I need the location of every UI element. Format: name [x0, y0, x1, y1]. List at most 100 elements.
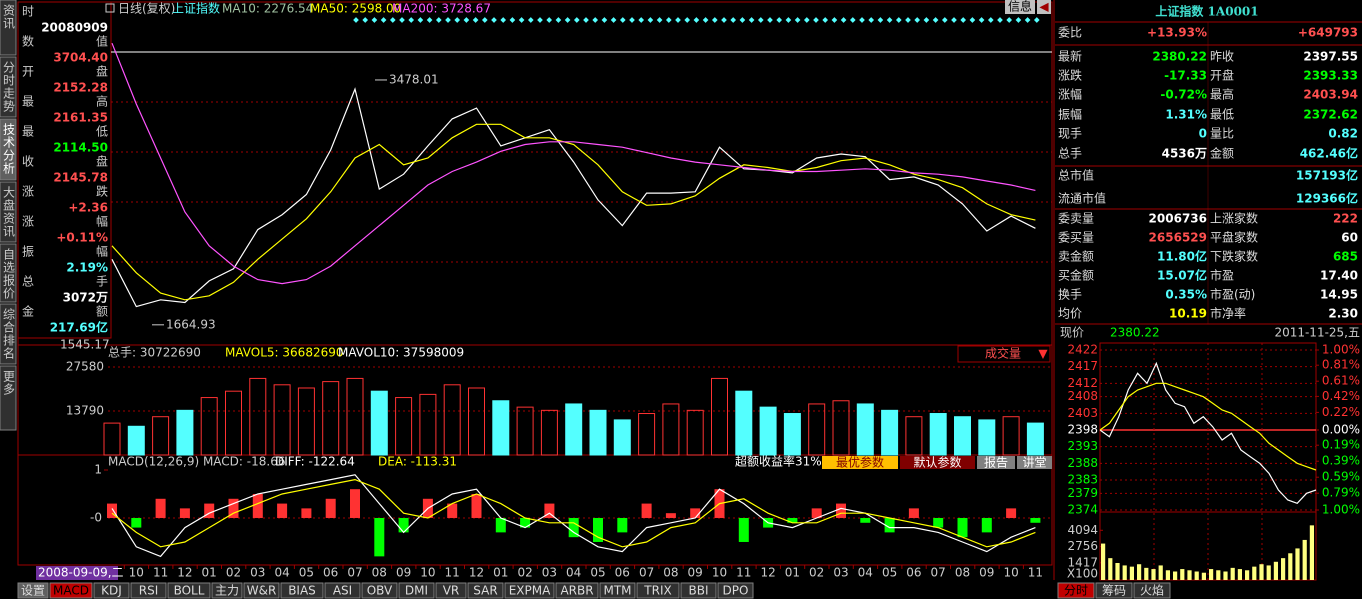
- indicator-tab[interactable]: [324, 582, 361, 599]
- info-label: 总: [22, 275, 34, 289]
- indicator-tab-label[interactable]: BBI: [688, 584, 708, 598]
- indicator-tab[interactable]: [243, 582, 280, 599]
- intraday-volume-bar: [1201, 572, 1206, 580]
- view-tab[interactable]: [1133, 582, 1171, 599]
- indicator-tab-label[interactable]: SAR: [473, 584, 497, 598]
- x-tick-label: 10: [712, 566, 727, 580]
- param-button-label[interactable]: 讲堂: [1022, 455, 1046, 470]
- quote-value: -17.33: [1164, 69, 1207, 83]
- indicator-tab[interactable]: [93, 582, 130, 599]
- indicator-tab-label[interactable]: KDJ: [101, 584, 122, 598]
- side-tab[interactable]: [0, 181, 17, 243]
- close-icon[interactable]: ◀: [1039, 0, 1049, 14]
- indicator-tab-label[interactable]: TRIX: [643, 584, 671, 598]
- indicator-tab-label[interactable]: DMI: [405, 584, 428, 598]
- indicator-selector[interactable]: [957, 345, 1051, 363]
- indicator-tab-label[interactable]: ARBR: [560, 584, 593, 598]
- indicator-tab-label[interactable]: BIAS: [288, 584, 316, 598]
- side-tab-label[interactable]: 技术分析: [2, 123, 16, 175]
- indicator-tab[interactable]: [280, 582, 324, 599]
- param-button-label[interactable]: 最优参数: [836, 455, 884, 470]
- side-tab[interactable]: [0, 243, 17, 303]
- macd-bar: [179, 508, 190, 518]
- param-button[interactable]: [1017, 456, 1052, 469]
- view-tab[interactable]: [1057, 582, 1095, 599]
- indicator-tab-label[interactable]: MACD: [53, 584, 89, 598]
- indicator-tab-label[interactable]: DPO: [723, 584, 749, 598]
- dropdown-arrow[interactable]: ▼: [1038, 347, 1048, 361]
- indicator-tab[interactable]: [717, 582, 754, 599]
- info-value: 2145.78: [53, 171, 108, 185]
- param-button[interactable]: [977, 456, 1015, 469]
- param-button[interactable]: [822, 456, 898, 469]
- view-tab-label[interactable]: 分时: [1064, 584, 1088, 598]
- indicator-tab-label[interactable]: 设置: [21, 584, 45, 598]
- macd-bar: [1006, 508, 1017, 518]
- side-tab-label[interactable]: 分时走势: [2, 61, 16, 113]
- side-tab[interactable]: [0, 303, 17, 365]
- side-tab[interactable]: [0, 365, 17, 431]
- volume-bar: [735, 390, 753, 456]
- info-value: 20080909: [41, 21, 108, 35]
- price: 2380.22: [1110, 326, 1160, 340]
- indicator-tab[interactable]: [130, 582, 167, 599]
- info-button-label[interactable]: 信息: [1008, 0, 1032, 14]
- side-tab-label[interactable]: 大盘资讯: [2, 186, 16, 238]
- indicator-tab[interactable]: [680, 582, 717, 599]
- indicator-tab[interactable]: [435, 582, 467, 599]
- indicator-tab[interactable]: [167, 582, 211, 599]
- indicator-tab-label[interactable]: EXPMA: [509, 584, 551, 598]
- volume-bar: [808, 403, 826, 456]
- indicator-tab[interactable]: [361, 582, 398, 599]
- indicator-selector-label[interactable]: 成交量: [985, 346, 1021, 361]
- indicator-tab[interactable]: [504, 582, 555, 599]
- event-marker: [426, 17, 433, 23]
- side-tab[interactable]: [0, 118, 17, 181]
- info-label: 金: [22, 304, 34, 319]
- side-tab-label[interactable]: 更多: [2, 370, 16, 396]
- volume-bar: [954, 416, 971, 456]
- x-tick-label: 03: [833, 566, 848, 580]
- indicator-tab[interactable]: [398, 582, 435, 599]
- side-tab-label[interactable]: 自选报价: [2, 248, 16, 300]
- intraday-volume-bar: [1209, 569, 1214, 580]
- x-tick-label: 07: [639, 566, 654, 580]
- indicator-tab-label[interactable]: RSI: [139, 584, 159, 598]
- side-tab[interactable]: [0, 56, 17, 118]
- indicator-tab-label[interactable]: W&R: [247, 584, 277, 598]
- side-tab[interactable]: [0, 0, 17, 56]
- indicator-tab-label[interactable]: ASI: [333, 584, 352, 598]
- param-button-label[interactable]: 默认参数: [913, 455, 961, 470]
- indicator-tab-label[interactable]: BOLL: [174, 584, 205, 598]
- indicator-tab[interactable]: [599, 582, 636, 599]
- y-tick-label: -0: [90, 510, 102, 524]
- volume-bar: [589, 409, 607, 456]
- info-button[interactable]: [1005, 0, 1035, 14]
- view-tab-label[interactable]: 筹码: [1102, 584, 1126, 598]
- indicator-tab-label[interactable]: 主力: [215, 584, 239, 598]
- quote-value: 0.82: [1328, 127, 1358, 141]
- indicator-tab[interactable]: [49, 582, 93, 599]
- indicator-tab-label[interactable]: VR: [443, 584, 460, 598]
- x-tick-label: 08: [955, 566, 970, 580]
- indicator-tab[interactable]: [636, 582, 680, 599]
- intraday-volume-bar: [1252, 566, 1257, 580]
- event-marker: [840, 17, 847, 23]
- param-button[interactable]: [900, 456, 975, 469]
- indicator-tab-label[interactable]: OBV: [367, 584, 393, 598]
- indicator-tab[interactable]: [211, 582, 243, 599]
- close-button[interactable]: [1037, 0, 1051, 14]
- quote-value: 0.35%: [1165, 288, 1207, 302]
- volume-bar: [516, 406, 534, 456]
- x-tick-label: 11: [445, 566, 460, 580]
- side-tab-label[interactable]: 资讯: [2, 4, 16, 30]
- view-tab-label[interactable]: 火焰: [1140, 583, 1164, 598]
- param-button-label[interactable]: 报告: [984, 455, 1008, 470]
- indicator-tab[interactable]: [17, 582, 49, 599]
- indicator-tab[interactable]: [467, 582, 504, 599]
- info-value: 2161.35: [53, 111, 108, 125]
- side-tab-label[interactable]: 综合排名: [2, 308, 16, 360]
- indicator-tab-label[interactable]: MTM: [603, 584, 631, 598]
- view-tab[interactable]: [1095, 582, 1133, 599]
- indicator-tab[interactable]: [555, 582, 599, 599]
